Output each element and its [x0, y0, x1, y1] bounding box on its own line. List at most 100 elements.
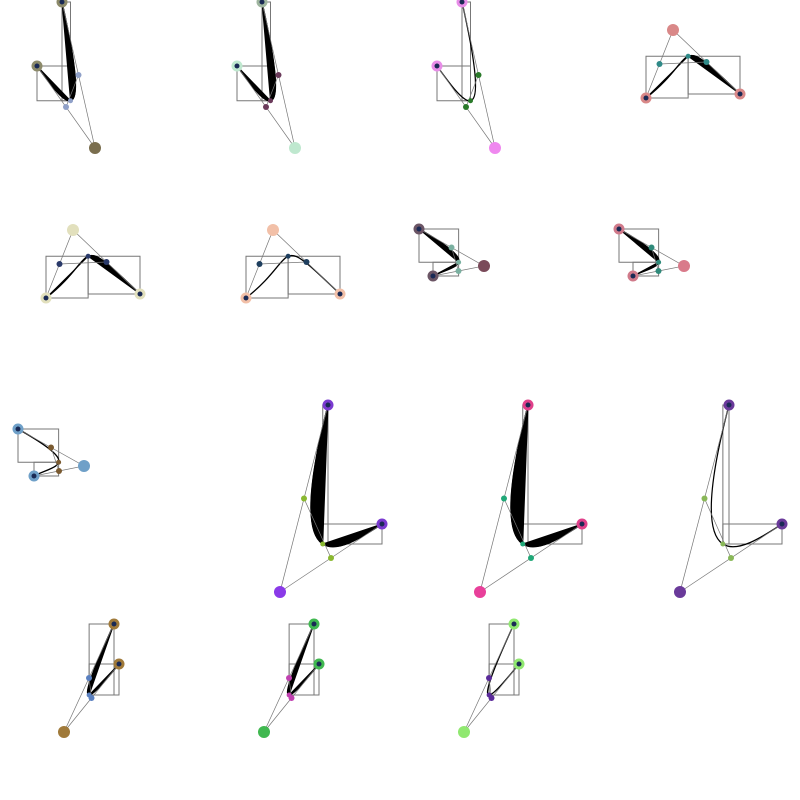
subdivision-point — [455, 268, 462, 274]
subdivision-point — [303, 259, 310, 265]
bezier-panel-p15 — [458, 618, 525, 738]
control-point — [478, 260, 490, 272]
subdivision-point — [703, 59, 710, 65]
end-point-center — [43, 295, 49, 301]
end-point-center — [316, 661, 322, 667]
control-point — [678, 260, 690, 272]
midpoint — [86, 692, 92, 698]
subdivision-point — [528, 555, 534, 561]
subdivision-line — [259, 261, 307, 265]
midpoint — [520, 541, 526, 547]
bezier-panel-p9 — [12, 423, 90, 482]
subdivision-line — [59, 261, 107, 265]
subdivision-line — [50, 447, 60, 472]
control-point — [674, 586, 686, 598]
bezier-panel-p13 — [58, 618, 125, 738]
subdivision-line — [303, 498, 332, 559]
end-point-center — [434, 63, 440, 69]
bounding-box — [461, 1, 471, 102]
midpoint — [68, 98, 73, 104]
subdivision-line — [659, 61, 707, 65]
subdivision-point — [648, 244, 655, 251]
control-point — [67, 224, 79, 236]
bezier-curve-fill — [236, 1, 276, 103]
end-point-center — [579, 521, 585, 527]
bezier-curve-fill — [310, 404, 383, 548]
midpoint — [486, 692, 492, 698]
subdivision-point — [75, 72, 82, 78]
bounding-box — [45, 255, 89, 299]
end-point-center — [116, 661, 122, 667]
subdivision-point — [656, 61, 663, 67]
bezier-panel-p10 — [274, 399, 388, 598]
end-point-center — [516, 661, 522, 667]
subdivision-point — [263, 104, 269, 110]
control-hull — [479, 404, 583, 593]
subdivision-point — [86, 675, 92, 681]
control-point — [267, 224, 279, 236]
subdivision-point — [655, 268, 662, 274]
start-point-center — [311, 621, 317, 627]
control-point — [667, 24, 679, 36]
start-point-center — [616, 226, 622, 232]
subdivision-point — [301, 495, 307, 502]
end-point-center — [243, 295, 249, 301]
start-point-center — [15, 426, 21, 432]
midpoint — [286, 692, 292, 698]
start-point-center — [59, 0, 65, 5]
start-point-center — [511, 621, 517, 627]
end-point-center — [379, 521, 385, 527]
bezier-curve-fill — [36, 1, 76, 103]
subdivision-point — [475, 72, 482, 78]
subdivision-point — [486, 675, 492, 681]
control-hull — [436, 1, 496, 149]
subdivision-line — [651, 247, 659, 272]
start-point-center — [737, 91, 743, 97]
start-point-center — [259, 0, 265, 5]
midpoint — [320, 541, 326, 547]
bezier-panel-p14 — [258, 618, 325, 738]
bezier-curve-fill — [510, 404, 583, 548]
control-hull — [679, 404, 783, 593]
subdivision-point — [701, 495, 708, 502]
bezier-panel-p11 — [474, 399, 588, 598]
midpoint — [85, 253, 91, 259]
start-point-center — [111, 621, 117, 627]
end-point-center — [234, 63, 240, 69]
subdivision-point — [448, 244, 455, 251]
midpoint — [268, 98, 273, 104]
subdivision-point — [501, 495, 507, 502]
control-point — [289, 142, 301, 154]
subdivision-point — [286, 675, 292, 681]
subdivision-point — [728, 555, 734, 561]
control-point — [89, 142, 101, 154]
bounding-box — [287, 255, 341, 295]
midpoint — [285, 253, 291, 259]
subdivision-point — [256, 261, 263, 267]
subdivision-point — [103, 259, 110, 265]
start-point-center — [525, 402, 531, 408]
end-point-center — [31, 473, 37, 479]
bounding-box — [645, 55, 689, 99]
bounding-box — [436, 65, 471, 102]
subdivision-line — [265, 74, 279, 108]
subdivision-point — [63, 104, 69, 110]
subdivision-point — [275, 72, 282, 78]
end-point-center — [630, 273, 636, 279]
subdivision-line — [704, 498, 732, 559]
bezier-curve — [436, 1, 477, 102]
end-point-center — [779, 521, 785, 527]
subdivision-point — [328, 555, 334, 561]
subdivision-point — [48, 444, 54, 451]
midpoint — [456, 259, 462, 265]
end-point-center — [34, 63, 40, 69]
bezier-panel-p1 — [31, 0, 101, 154]
subdivision-point — [56, 261, 63, 267]
bezier-panel-p4 — [640, 24, 746, 104]
subdivision-line — [65, 74, 79, 108]
midpoint — [720, 541, 726, 547]
control-point — [474, 586, 486, 598]
start-point-center — [726, 402, 732, 408]
midpoint — [656, 259, 662, 265]
